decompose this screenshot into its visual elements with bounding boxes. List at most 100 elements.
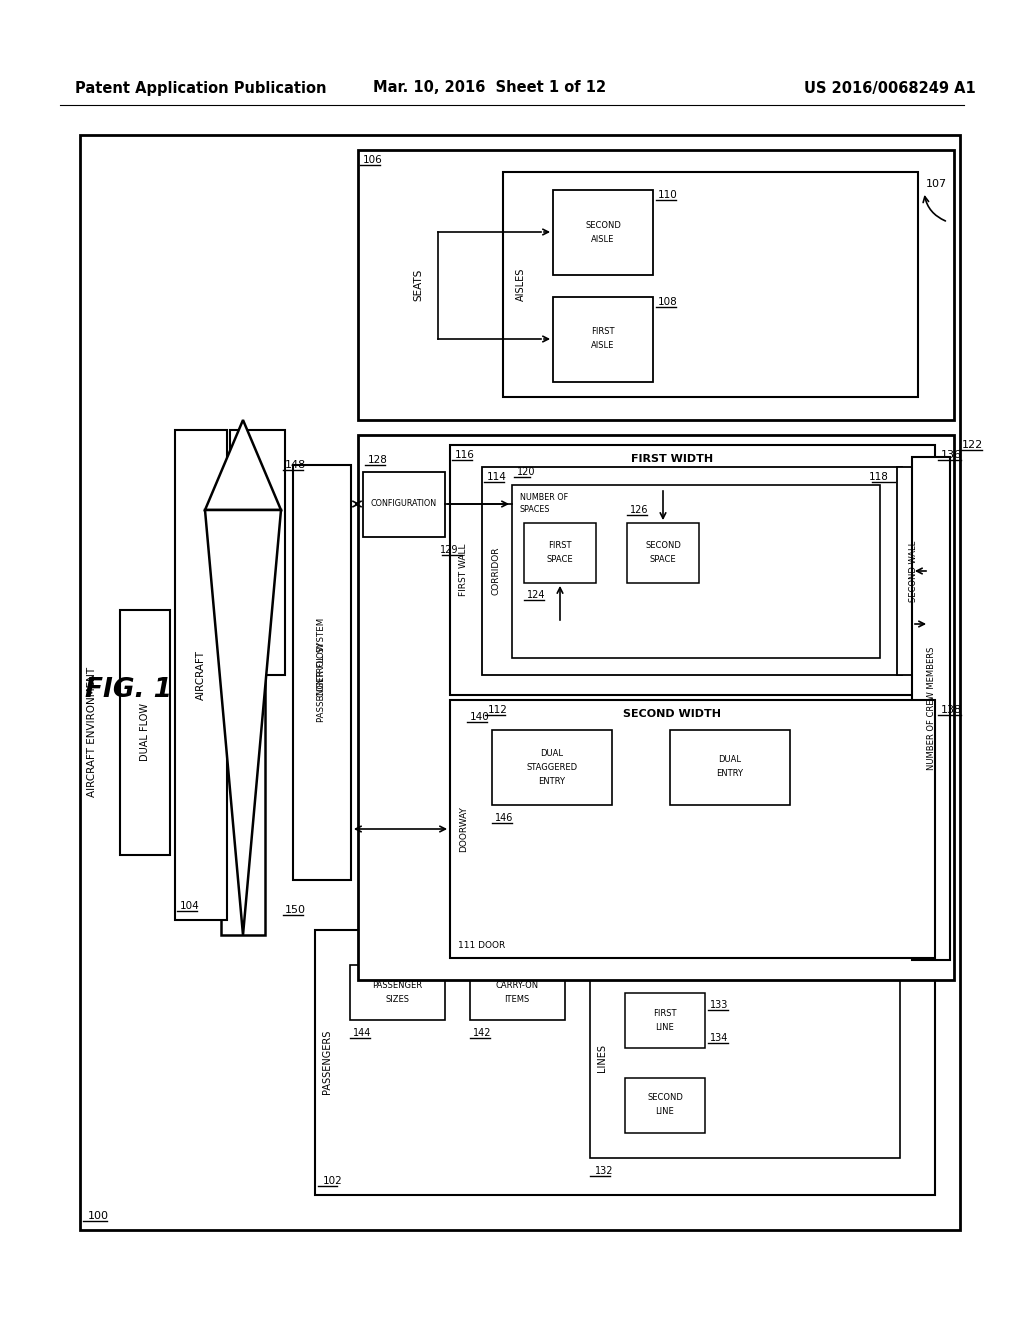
Text: FIRST: FIRST <box>591 327 614 337</box>
Bar <box>80 135 961 1230</box>
Text: LINE: LINE <box>655 1107 675 1117</box>
Bar <box>120 610 170 855</box>
Text: Mar. 10, 2016  Sheet 1 of 12: Mar. 10, 2016 Sheet 1 of 12 <box>374 81 606 95</box>
Text: LINES: LINES <box>597 1044 607 1072</box>
Text: CONFIGURATION: CONFIGURATION <box>371 499 437 508</box>
Text: AISLE: AISLE <box>591 342 614 351</box>
Bar <box>293 465 351 880</box>
Bar <box>450 700 935 958</box>
Text: 146: 146 <box>495 813 513 822</box>
Bar <box>553 190 653 275</box>
Bar <box>627 523 699 583</box>
Text: SECOND: SECOND <box>647 1093 683 1102</box>
Text: 114: 114 <box>487 473 507 482</box>
Bar <box>524 523 596 583</box>
Text: SPACE: SPACE <box>547 556 573 565</box>
Bar <box>590 958 900 1158</box>
Text: NUMBER OF CREW MEMBERS: NUMBER OF CREW MEMBERS <box>927 647 936 770</box>
Text: DUAL: DUAL <box>719 755 741 764</box>
Text: 144: 144 <box>353 1028 372 1038</box>
Text: DUAL: DUAL <box>541 748 563 758</box>
Text: 129: 129 <box>440 545 459 554</box>
Text: SPACES: SPACES <box>520 506 551 515</box>
Bar <box>221 510 265 935</box>
Bar <box>897 467 929 675</box>
Text: 132: 132 <box>595 1166 613 1176</box>
Text: SECOND: SECOND <box>645 541 681 550</box>
Text: 138: 138 <box>941 705 963 715</box>
Text: 116: 116 <box>455 450 475 459</box>
Text: 104: 104 <box>180 902 200 911</box>
Text: AISLE: AISLE <box>591 235 614 243</box>
Bar <box>350 965 445 1020</box>
Text: 112: 112 <box>488 705 508 715</box>
Polygon shape <box>205 510 281 935</box>
Text: 111 DOOR: 111 DOOR <box>458 941 505 950</box>
Text: AIRCRAFT: AIRCRAFT <box>196 649 206 700</box>
Text: 142: 142 <box>473 1028 492 1038</box>
Text: NUMBER OF: NUMBER OF <box>520 494 568 503</box>
Bar <box>362 473 445 537</box>
Text: FLOW: FLOW <box>233 684 259 693</box>
Text: 148: 148 <box>285 459 306 470</box>
Text: 102: 102 <box>323 1176 343 1185</box>
Bar <box>912 457 950 960</box>
Bar <box>503 172 918 397</box>
Bar <box>470 965 565 1020</box>
Text: Patent Application Publication: Patent Application Publication <box>75 81 327 95</box>
Text: DUAL FLOW: DUAL FLOW <box>140 704 150 762</box>
Text: PASSENGER FLOW: PASSENGER FLOW <box>317 643 327 722</box>
Text: AIRCRAFT ENVIRONMENT: AIRCRAFT ENVIRONMENT <box>87 667 97 797</box>
Bar <box>512 484 880 657</box>
Bar <box>625 1078 705 1133</box>
Text: 108: 108 <box>658 297 678 308</box>
Bar <box>492 730 612 805</box>
Bar <box>450 445 935 696</box>
Text: SEATS: SEATS <box>413 269 423 301</box>
Text: 120: 120 <box>517 467 536 477</box>
Text: DUAL STAGGERED FLOW: DUAL STAGGERED FLOW <box>253 496 261 607</box>
Text: 122: 122 <box>962 440 983 450</box>
Text: SECOND WIDTH: SECOND WIDTH <box>623 709 721 719</box>
Text: 136: 136 <box>941 450 962 459</box>
Bar <box>358 436 954 979</box>
Text: STAGGERED: STAGGERED <box>526 763 578 771</box>
Text: ENTRY: ENTRY <box>717 770 743 779</box>
Text: 106: 106 <box>362 154 383 165</box>
Text: CORRIDOR: CORRIDOR <box>492 546 501 595</box>
Text: FIRST WALL: FIRST WALL <box>460 544 469 597</box>
Bar <box>482 467 902 675</box>
Bar <box>358 150 954 420</box>
Text: CARRY-ON: CARRY-ON <box>496 981 539 990</box>
Text: 134: 134 <box>710 1034 728 1043</box>
Bar <box>230 430 285 675</box>
Text: PASSENGERS: PASSENGERS <box>322 1030 332 1094</box>
Polygon shape <box>205 420 281 510</box>
Text: PASSENGER: PASSENGER <box>372 981 422 990</box>
Bar <box>670 730 790 805</box>
Text: FIRST: FIRST <box>653 1008 677 1018</box>
Text: SPACE: SPACE <box>649 556 676 565</box>
Text: 126: 126 <box>630 506 648 515</box>
Text: SECOND WALL: SECOND WALL <box>908 540 918 602</box>
Text: AISLES: AISLES <box>516 268 526 301</box>
Text: 118: 118 <box>869 473 889 482</box>
Bar <box>315 931 935 1195</box>
Bar <box>553 297 653 381</box>
Text: 140: 140 <box>470 711 489 722</box>
Bar <box>175 430 227 920</box>
Text: SIZES: SIZES <box>385 994 409 1003</box>
Text: SECOND: SECOND <box>585 220 621 230</box>
Text: ENTRY: ENTRY <box>539 776 565 785</box>
Text: FIRST: FIRST <box>548 541 571 550</box>
Text: 133: 133 <box>710 1001 728 1010</box>
Text: ITEMS: ITEMS <box>505 994 529 1003</box>
Text: 110: 110 <box>658 190 678 201</box>
Text: DOORWAY: DOORWAY <box>460 807 469 851</box>
Text: 100: 100 <box>88 1210 109 1221</box>
Text: 130: 130 <box>228 697 248 708</box>
Text: FIRST WIDTH: FIRST WIDTH <box>631 454 713 465</box>
Text: LINE: LINE <box>655 1023 675 1031</box>
Text: 150: 150 <box>285 906 306 915</box>
Text: 124: 124 <box>527 590 546 601</box>
